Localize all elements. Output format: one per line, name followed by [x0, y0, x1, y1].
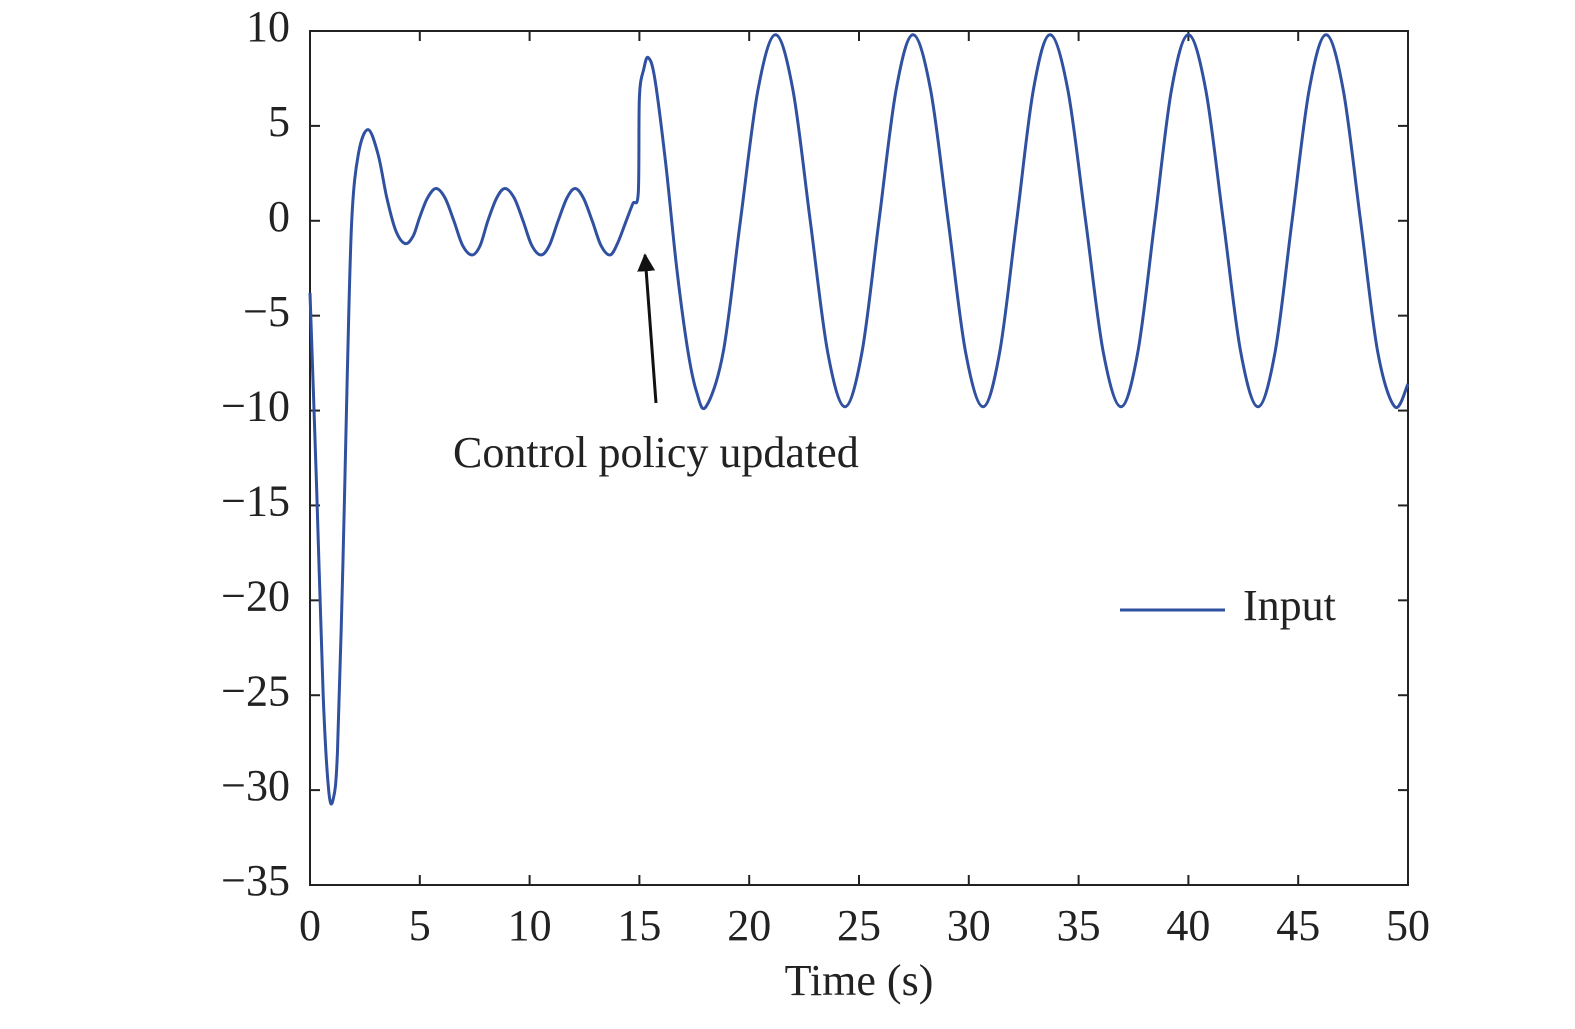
plot-frame	[309, 30, 1409, 886]
y-tick-label: −10	[221, 382, 290, 431]
x-tick-label: 30	[947, 901, 991, 950]
y-tick-label: −35	[221, 856, 290, 905]
x-tick-label: 10	[508, 901, 552, 950]
y-tick-label: 5	[268, 97, 290, 146]
x-tick-label: 50	[1386, 901, 1430, 950]
x-axis-label: Time (s)	[785, 956, 934, 1005]
x-tick-label: 35	[1057, 901, 1101, 950]
y-tick-label: −20	[221, 571, 290, 620]
x-tick-label: 5	[409, 901, 431, 950]
annotation: Control policy updated	[453, 428, 859, 477]
x-tick-label: 20	[727, 901, 771, 950]
x-tick-label: 15	[617, 901, 661, 950]
y-tick-label: −15	[221, 477, 290, 526]
data-line	[308, 33, 1410, 806]
y-tick-label: 10	[246, 2, 290, 51]
y-tick-label: −25	[221, 666, 290, 715]
x-tick-label: 40	[1166, 901, 1210, 950]
x-tick-label: 0	[299, 901, 321, 950]
y-tick-label: −5	[243, 287, 290, 336]
x-tick-label: 45	[1276, 901, 1320, 950]
y-tick-label: 0	[268, 192, 290, 241]
annotation-arrow	[637, 253, 658, 404]
legend-label: Input	[1243, 581, 1336, 630]
y-tick-label: −30	[221, 761, 290, 810]
x-tick-label: 25	[837, 901, 881, 950]
